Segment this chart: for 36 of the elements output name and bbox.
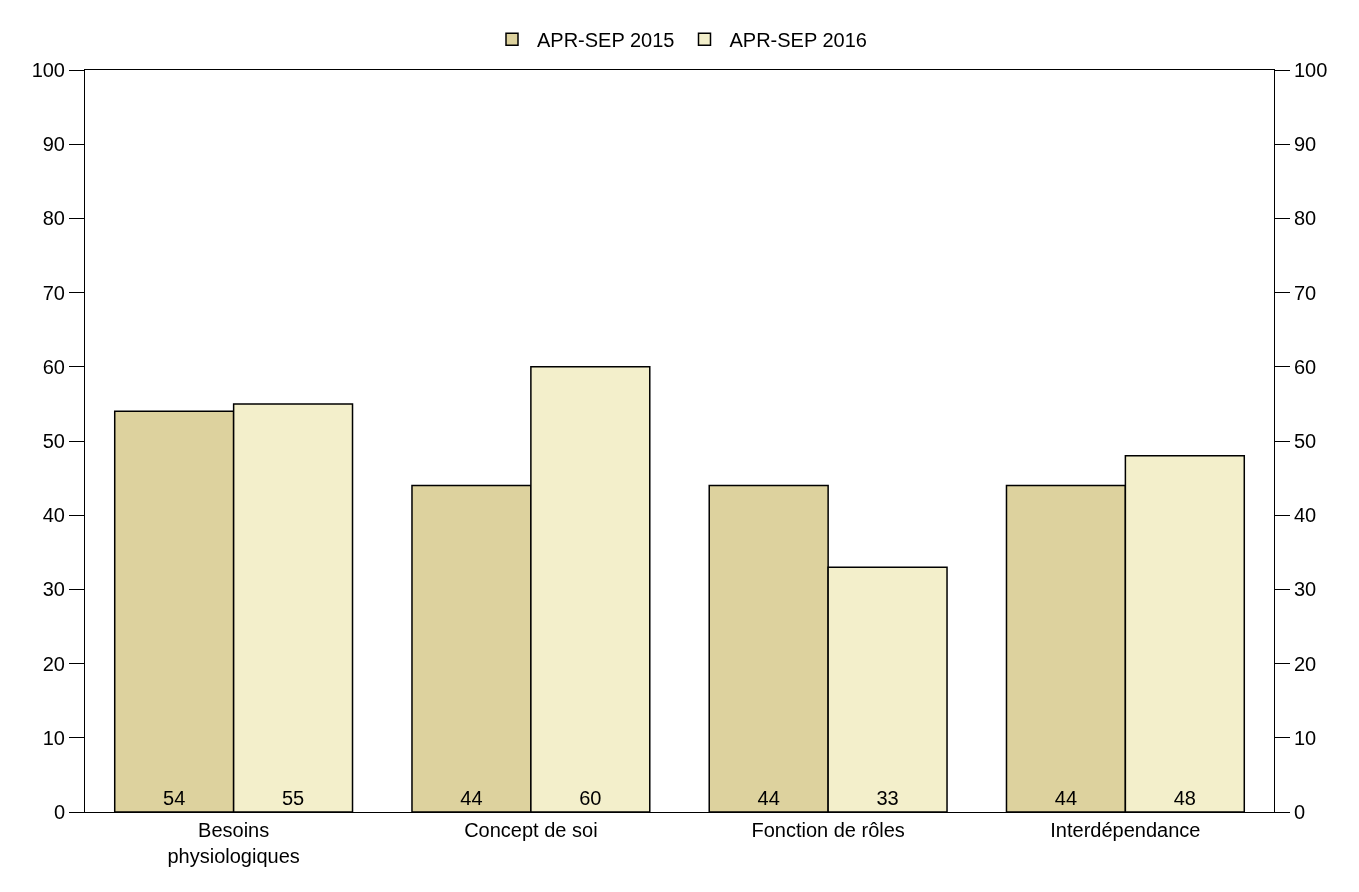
data-label: 60 bbox=[579, 787, 602, 809]
y-tick-label: 10 bbox=[42, 726, 65, 749]
data-label: 48 bbox=[1173, 787, 1196, 809]
legend-label: APR-SEP 2015 bbox=[537, 29, 675, 52]
y2-tick-label: 20 bbox=[1294, 652, 1317, 675]
y-tick-label: 50 bbox=[42, 430, 65, 452]
y2-tick-label: 10 bbox=[1294, 726, 1317, 749]
x-tick-label: Interdépendance bbox=[1050, 819, 1201, 841]
y-tick-label: 0 bbox=[53, 801, 65, 823]
data-label: 44 bbox=[1054, 787, 1078, 809]
y-tick-label: 100 bbox=[31, 59, 65, 81]
x-tick-label: Concept de soi bbox=[464, 819, 598, 841]
legend-label: APR-SEP 2016 bbox=[729, 29, 867, 52]
y2-tick-label: 50 bbox=[1294, 430, 1317, 452]
y-tick-label: 40 bbox=[42, 504, 65, 527]
data-label: 55 bbox=[281, 787, 305, 809]
y-tick-label: 60 bbox=[42, 355, 65, 378]
y-tick-label: 30 bbox=[42, 578, 65, 601]
y2-tick-label: 80 bbox=[1294, 207, 1317, 230]
data-label: 54 bbox=[163, 787, 186, 809]
y2-tick-label: 90 bbox=[1294, 133, 1317, 156]
y-tick-label: 90 bbox=[42, 133, 65, 156]
y2-tick-label: 100 bbox=[1294, 59, 1328, 81]
data-label: 33 bbox=[876, 787, 899, 809]
data-label: 44 bbox=[757, 787, 780, 809]
y2-tick-label: 40 bbox=[1294, 504, 1317, 527]
y-tick-label: 70 bbox=[42, 281, 65, 304]
y-tick-label: 80 bbox=[42, 207, 65, 230]
data-label: 44 bbox=[460, 787, 483, 809]
x-tick-label: Fonction de rôles bbox=[751, 819, 905, 841]
y2-tick-label: 0 bbox=[1294, 801, 1306, 823]
y2-tick-label: 70 bbox=[1294, 281, 1317, 304]
x-tick-label: Besoins physiologiques bbox=[167, 819, 300, 867]
y2-tick-label: 30 bbox=[1294, 578, 1317, 601]
y-tick-label: 20 bbox=[42, 652, 65, 675]
y2-tick-label: 60 bbox=[1294, 355, 1317, 378]
